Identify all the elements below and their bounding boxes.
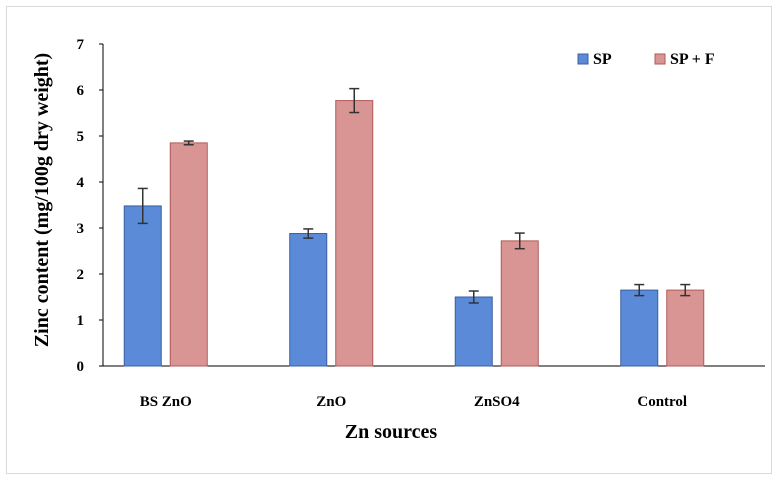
y-tick-label: 1 xyxy=(77,313,85,329)
y-tick-label: 5 xyxy=(77,129,85,145)
x-tick-label: ZnSO4 xyxy=(474,394,520,410)
x-tick-label: ZnO xyxy=(316,394,346,410)
x-tick-label: BS ZnO xyxy=(140,394,192,410)
bar xyxy=(123,205,162,367)
y-tick-label: 3 xyxy=(77,221,85,237)
bar xyxy=(620,289,659,367)
legend-swatch xyxy=(654,53,666,65)
legend-swatch xyxy=(577,53,589,65)
bar xyxy=(169,142,208,367)
bar xyxy=(666,289,705,367)
y-tick-label: 4 xyxy=(77,175,85,191)
bar xyxy=(500,240,539,367)
bar xyxy=(454,296,493,367)
x-axis-title: Zn sources xyxy=(345,421,438,443)
y-tick-label: 7 xyxy=(77,37,85,53)
bar xyxy=(289,233,328,367)
bar xyxy=(335,100,374,367)
bars xyxy=(123,100,705,367)
x-tick-label: Control xyxy=(637,394,687,410)
legend-label: SP + F xyxy=(670,51,715,68)
y-tick-label: 0 xyxy=(77,359,85,375)
y-tick-label: 2 xyxy=(77,267,85,283)
y-tick-label: 6 xyxy=(77,83,85,99)
y-axis-title: Zinc content (mg/100g dry weight) xyxy=(31,53,53,347)
error-bars xyxy=(137,87,691,304)
legend-label: SP xyxy=(593,51,612,68)
legend: SP SP + F xyxy=(577,51,715,68)
y-tick-labels: 0 1 2 3 4 5 6 7 xyxy=(77,37,85,375)
x-tick-labels: BS ZnO ZnO ZnSO4 Control xyxy=(140,394,687,410)
